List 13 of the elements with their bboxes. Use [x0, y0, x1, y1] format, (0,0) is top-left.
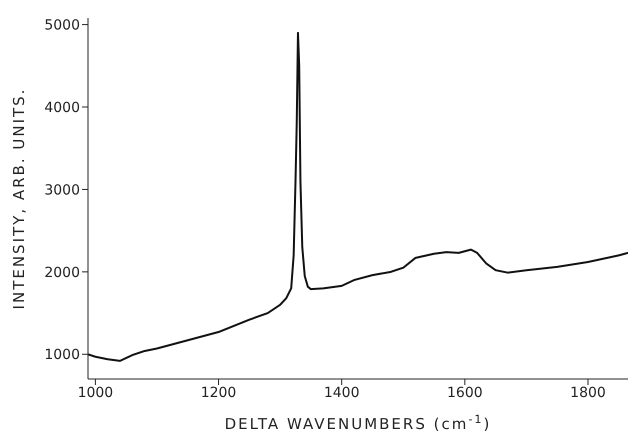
x-tick-label: 1200: [200, 384, 236, 401]
x-tick-label: 1400: [324, 384, 360, 401]
x-tick-label: 1600: [447, 384, 483, 401]
x-tick-label: 1800: [570, 384, 606, 401]
y-tick-label: 4000: [44, 100, 80, 116]
y-tick-label: 1000: [44, 347, 80, 364]
y-tick-label: 5000: [44, 18, 80, 34]
line-series: [88, 32, 628, 362]
y-tick-label: 2000: [44, 264, 80, 281]
x-tick-label: 1000: [78, 384, 114, 401]
y-tick-label: 3000: [44, 182, 80, 198]
x-axis-title: DELTA WAVENUMBERS (cm$^{-1}$): [224, 412, 492, 433]
y-axis-title: INTENSITY, ARB. UNITS.: [10, 88, 28, 310]
